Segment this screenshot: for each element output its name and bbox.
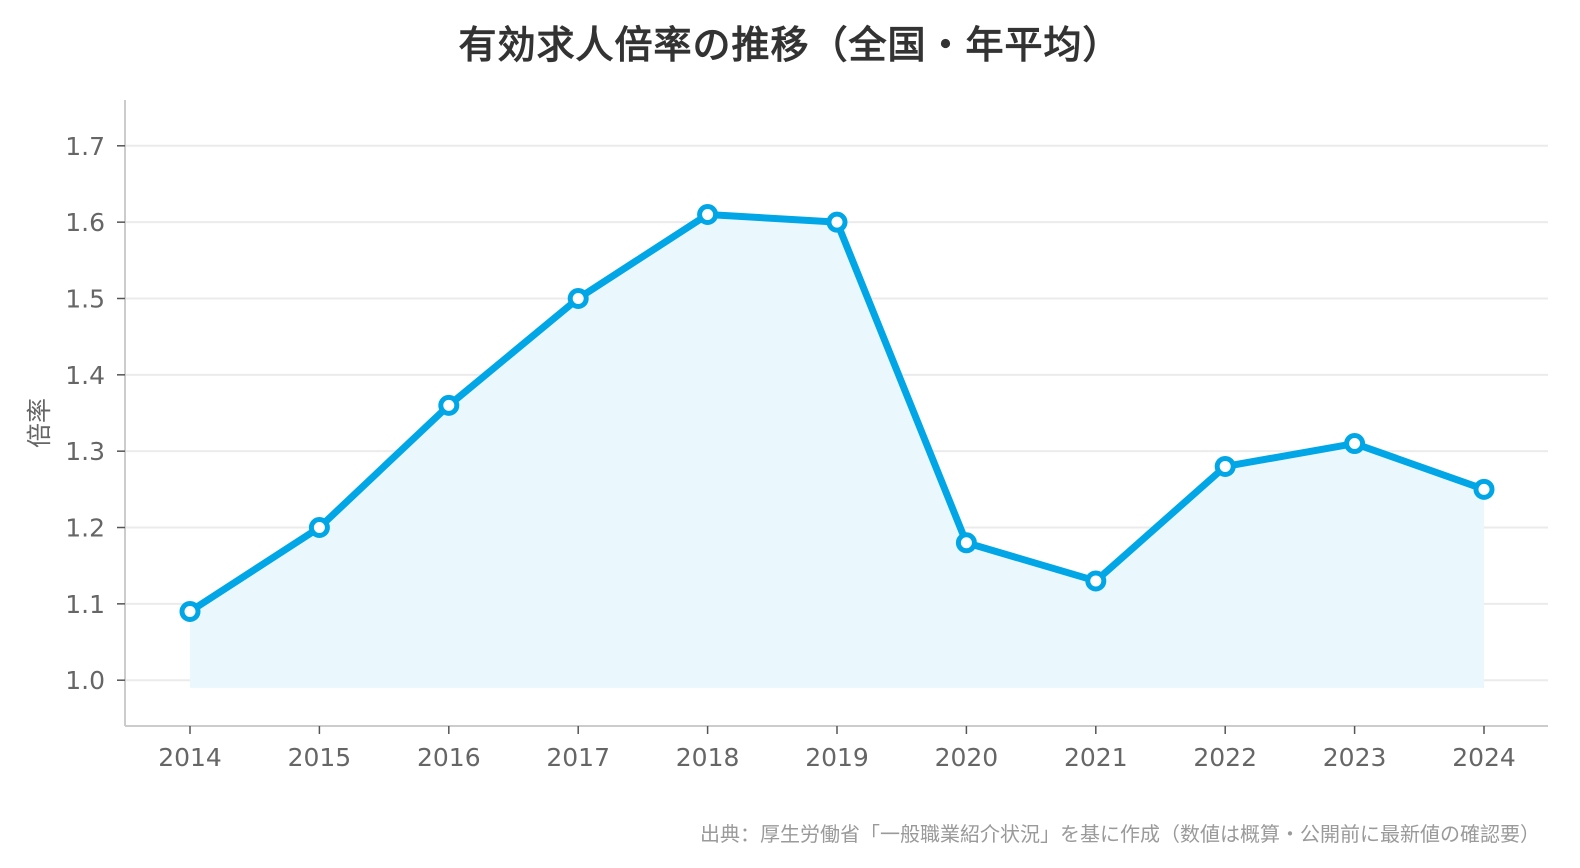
x-tick-label: 2022 — [1193, 743, 1257, 772]
area-fill — [190, 214, 1484, 688]
data-point — [955, 532, 977, 554]
x-axis-ticks: 2014 2015 2016 2017 2018 2019 2020 2021 2022 2023… — [158, 726, 1516, 772]
data-point — [179, 600, 201, 622]
x-tick-label: 2017 — [546, 743, 610, 772]
x-tick-label: 2021 — [1064, 743, 1128, 772]
data-point — [697, 204, 719, 226]
y-tick-label: 1.6 — [65, 208, 105, 237]
data-markers — [179, 204, 1495, 622]
data-point — [1085, 570, 1107, 592]
x-tick-label: 2016 — [417, 743, 481, 772]
y-tick-label: 1.4 — [65, 361, 105, 390]
x-tick-label: 2018 — [676, 743, 740, 772]
x-tick-label: 2023 — [1323, 743, 1387, 772]
data-point — [308, 517, 330, 539]
data-point — [1344, 433, 1366, 455]
y-axis-ticks: 1.0 1.1 1.2 1.3 1.4 1.5 1.6 1.7 — [65, 132, 125, 695]
x-tick-label: 2024 — [1452, 743, 1516, 772]
x-tick-label: 2020 — [935, 743, 999, 772]
data-point — [567, 287, 589, 309]
y-tick-label: 1.1 — [65, 590, 105, 619]
x-tick-label: 2014 — [158, 743, 222, 772]
data-point — [1473, 478, 1495, 500]
data-point — [826, 211, 848, 233]
y-tick-label: 1.5 — [65, 284, 105, 313]
x-tick-label: 2015 — [288, 743, 352, 772]
data-point — [438, 394, 460, 416]
y-tick-label: 1.0 — [65, 666, 105, 695]
y-tick-label: 1.2 — [65, 514, 105, 543]
y-tick-label: 1.3 — [65, 437, 105, 466]
source-note: 出典：厚生労働省「一般職業紹介状況」を基に作成（数値は概算・公開前に最新値の確認… — [700, 822, 1540, 846]
y-tick-label: 1.7 — [65, 132, 105, 161]
chart-title: 有効求人倍率の推移（全国・年平均） — [458, 23, 1122, 67]
y-axis-title: 倍率 — [25, 398, 54, 448]
x-tick-label: 2019 — [805, 743, 869, 772]
data-point — [1214, 455, 1236, 477]
